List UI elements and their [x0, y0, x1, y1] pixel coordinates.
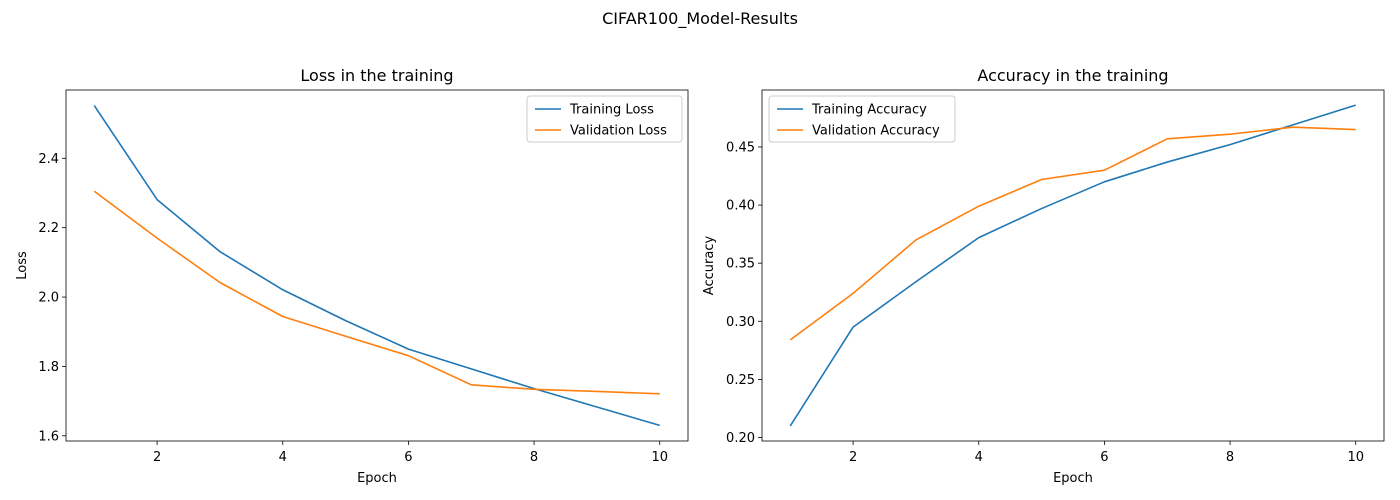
accuracy-plot-frame: [761, 89, 1385, 442]
loss-chart: Loss in the training 2 4 6 8 10 1.6 1.8 2.0 2.2 2.…: [15, 66, 689, 486]
loss-y-tick-label: 2.2: [38, 221, 59, 236]
loss-legend: Training Loss Validation Loss: [526, 95, 683, 143]
loss-series-line-training: [93, 105, 660, 427]
accuracy-chart-title: Accuracy in the training: [977, 66, 1168, 85]
loss-x-tick-label: 6: [404, 450, 412, 465]
accuracy-x-tick-label: 4: [975, 450, 983, 465]
accuracy-x-tick-label: 10: [1347, 450, 1364, 465]
accuracy-y-tick-label: 0.25: [726, 373, 755, 388]
accuracy-x-tick-label: 6: [1100, 450, 1108, 465]
accuracy-legend-box: [768, 95, 956, 143]
loss-x-tick-label: 4: [279, 450, 287, 465]
accuracy-series-line-validation: [789, 126, 1356, 341]
accuracy-y-tick-label: 0.35: [726, 257, 755, 272]
loss-plot-frame: [65, 89, 689, 442]
loss-x-tick-label: 10: [651, 450, 668, 465]
accuracy-x-tick-label: 2: [849, 450, 857, 465]
loss-x-tick-label: 2: [153, 450, 161, 465]
accuracy-legend: Training Accuracy Validation Accuracy: [768, 95, 956, 143]
loss-y-tick-label: 2.4: [38, 152, 59, 167]
loss-legend-entry: Validation Loss: [570, 124, 667, 139]
accuracy-y-tick-label: 0.20: [726, 431, 755, 446]
loss-y-axis-label: Loss: [15, 251, 30, 280]
loss-y-tick-label: 2.0: [38, 291, 59, 306]
accuracy-chart: Accuracy in the training 2 4 6 8 10 0.20 0.25 0.…: [702, 66, 1385, 486]
figure-title: CIFAR100_Model-Results: [602, 9, 798, 29]
loss-series-line-validation: [93, 190, 660, 395]
loss-x-tick-label: 8: [530, 450, 538, 465]
loss-chart-title: Loss in the training: [300, 66, 453, 85]
accuracy-y-tick-label: 0.30: [726, 315, 755, 330]
accuracy-y-axis-label: Accuracy: [702, 236, 717, 296]
accuracy-legend-entry: Training Accuracy: [811, 103, 927, 118]
loss-legend-entry: Training Loss: [569, 103, 654, 118]
loss-x-axis-label: Epoch: [357, 471, 397, 486]
loss-y-tick-label: 1.8: [38, 360, 59, 375]
loss-legend-box: [526, 95, 683, 143]
accuracy-legend-entry: Validation Accuracy: [812, 124, 940, 139]
accuracy-y-tick-label: 0.40: [726, 199, 755, 214]
accuracy-x-tick-label: 8: [1226, 450, 1234, 465]
accuracy-x-axis-label: Epoch: [1053, 471, 1093, 486]
accuracy-series-line-training: [789, 104, 1356, 427]
accuracy-y-tick-label: 0.45: [726, 140, 755, 155]
loss-y-tick-label: 1.6: [38, 429, 59, 444]
